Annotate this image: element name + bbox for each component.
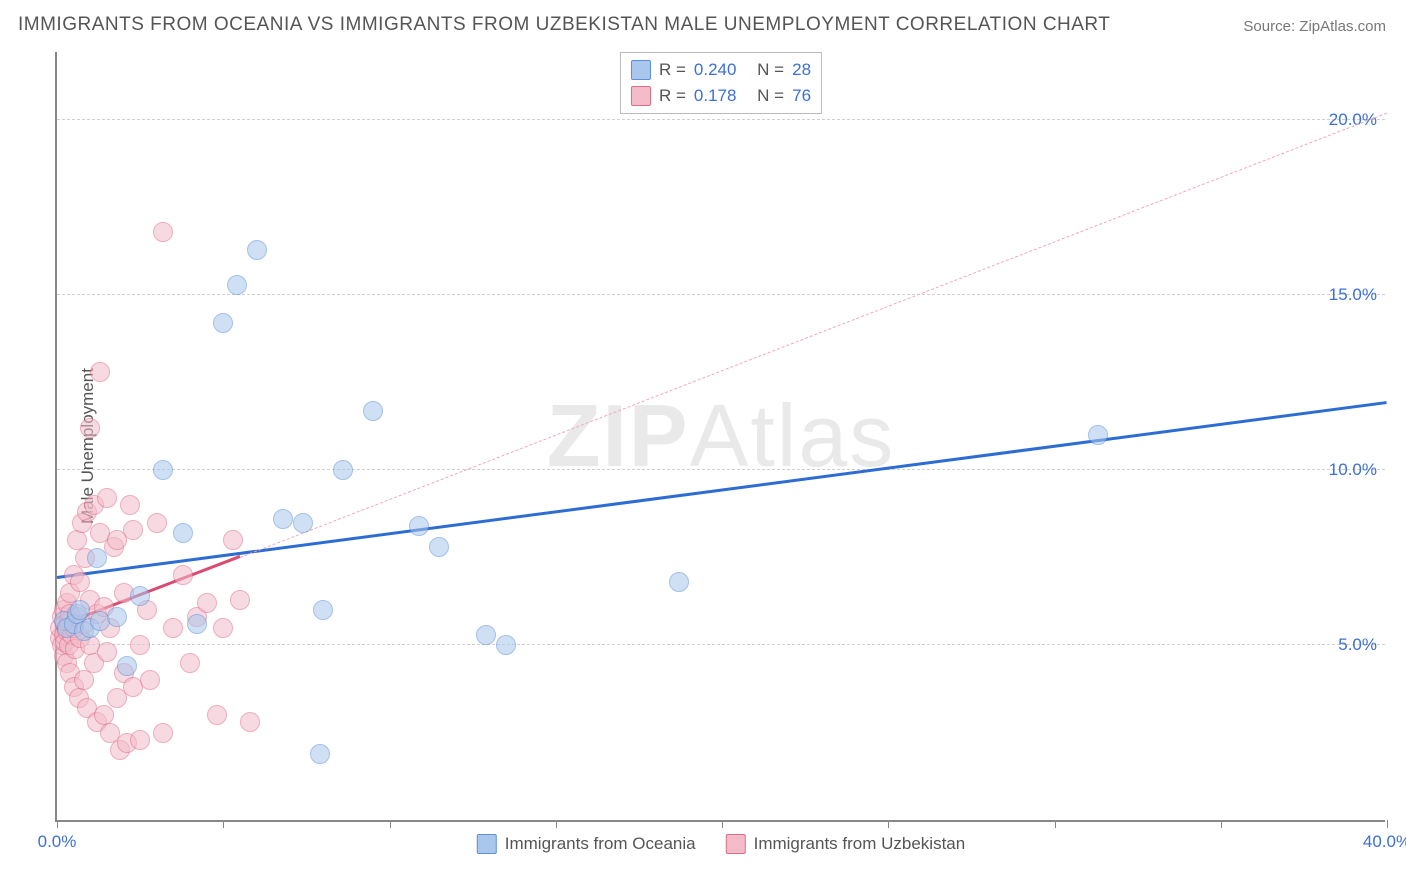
r-value-oceania: 0.240 — [694, 57, 737, 83]
point-oceania — [293, 513, 313, 533]
point-uzbekistan — [213, 618, 233, 638]
point-uzbekistan — [153, 723, 173, 743]
legend-label-uzbekistan: Immigrants from Uzbekistan — [754, 834, 966, 854]
point-oceania — [333, 460, 353, 480]
swatch-uzbekistan — [726, 834, 746, 854]
swatch-oceania — [477, 834, 497, 854]
swatch-uzbekistan — [631, 86, 651, 106]
x-tick — [888, 820, 889, 828]
r-value-uzbekistan: 0.178 — [694, 83, 737, 109]
point-uzbekistan — [153, 222, 173, 242]
n-value-uzbekistan: 76 — [792, 83, 811, 109]
point-oceania — [213, 313, 233, 333]
point-oceania — [273, 509, 293, 529]
x-tick — [223, 820, 224, 828]
source-attribution: Source: ZipAtlas.com — [1243, 18, 1386, 35]
n-value-oceania: 28 — [792, 57, 811, 83]
point-uzbekistan — [173, 565, 193, 585]
point-oceania — [227, 275, 247, 295]
point-uzbekistan — [140, 670, 160, 690]
point-uzbekistan — [240, 712, 260, 732]
gridline — [57, 644, 1385, 645]
x-tick-label: 0.0% — [38, 832, 77, 852]
point-oceania — [1088, 425, 1108, 445]
point-oceania — [310, 744, 330, 764]
x-tick — [57, 820, 58, 828]
point-oceania — [247, 240, 267, 260]
point-uzbekistan — [130, 635, 150, 655]
r-label: R = — [659, 57, 686, 83]
legend-item-uzbekistan: Immigrants from Uzbekistan — [726, 834, 966, 854]
point-oceania — [187, 614, 207, 634]
point-uzbekistan — [120, 495, 140, 515]
point-uzbekistan — [97, 642, 117, 662]
point-uzbekistan — [147, 513, 167, 533]
x-tick — [1387, 820, 1388, 828]
series-legend: Immigrants from Oceania Immigrants from … — [477, 834, 965, 854]
r-label: R = — [659, 83, 686, 109]
y-tick-label: 5.0% — [1338, 635, 1377, 655]
point-oceania — [496, 635, 516, 655]
n-label: N = — [757, 83, 784, 109]
chart-title: IMMIGRANTS FROM OCEANIA VS IMMIGRANTS FR… — [18, 14, 1110, 36]
point-oceania — [117, 656, 137, 676]
point-oceania — [409, 516, 429, 536]
x-tick — [1221, 820, 1222, 828]
trend-line — [57, 401, 1387, 579]
point-uzbekistan — [90, 362, 110, 382]
point-oceania — [153, 460, 173, 480]
point-uzbekistan — [123, 520, 143, 540]
legend-label-oceania: Immigrants from Oceania — [505, 834, 696, 854]
point-uzbekistan — [130, 730, 150, 750]
x-tick — [722, 820, 723, 828]
legend-item-oceania: Immigrants from Oceania — [477, 834, 696, 854]
legend-row-uzbekistan: R = 0.178 N = 76 — [631, 83, 811, 109]
x-tick-label: 40.0% — [1363, 832, 1406, 852]
point-oceania — [669, 572, 689, 592]
legend-row-oceania: R = 0.240 N = 28 — [631, 57, 811, 83]
point-oceania — [107, 607, 127, 627]
scatter-plot-area: ZIPAtlas R = 0.240 N = 28 R = 0.178 N = … — [55, 52, 1385, 822]
source-label: Source: — [1243, 18, 1299, 35]
x-tick — [556, 820, 557, 828]
point-uzbekistan — [74, 670, 94, 690]
point-uzbekistan — [163, 618, 183, 638]
gridline — [57, 119, 1385, 120]
point-uzbekistan — [223, 530, 243, 550]
point-uzbekistan — [230, 590, 250, 610]
swatch-oceania — [631, 60, 651, 80]
point-uzbekistan — [97, 488, 117, 508]
point-uzbekistan — [80, 418, 100, 438]
gridline — [57, 469, 1385, 470]
point-oceania — [429, 537, 449, 557]
y-tick-label: 15.0% — [1329, 285, 1377, 305]
trend-line — [240, 112, 1387, 557]
x-tick — [390, 820, 391, 828]
point-uzbekistan — [197, 593, 217, 613]
watermark-bold: ZIP — [547, 386, 690, 485]
point-oceania — [313, 600, 333, 620]
point-uzbekistan — [207, 705, 227, 725]
y-tick-label: 10.0% — [1329, 460, 1377, 480]
point-oceania — [87, 548, 107, 568]
point-oceania — [476, 625, 496, 645]
point-uzbekistan — [180, 653, 200, 673]
source-value: ZipAtlas.com — [1299, 18, 1386, 35]
point-oceania — [173, 523, 193, 543]
correlation-legend: R = 0.240 N = 28 R = 0.178 N = 76 — [620, 52, 822, 114]
gridline — [57, 294, 1385, 295]
n-label: N = — [757, 57, 784, 83]
x-tick — [1055, 820, 1056, 828]
point-oceania — [363, 401, 383, 421]
point-oceania — [130, 586, 150, 606]
